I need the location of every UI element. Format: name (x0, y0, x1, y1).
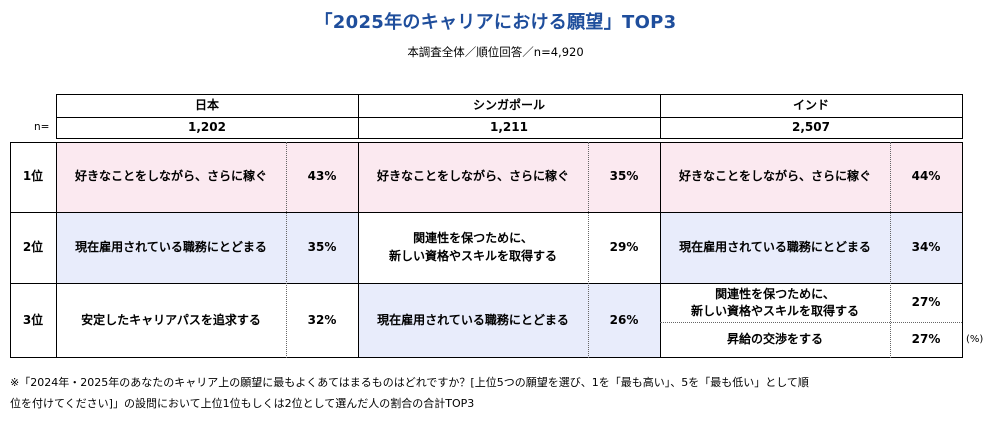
india-rank3a-item-line1: 関連性を保つために、 (715, 287, 835, 302)
footnote: ※「2024年・2025年のあなたのキャリア上の願望に最もよくあてはまるものはど… (10, 372, 985, 414)
india-rank1-pct: 44% (911, 169, 941, 184)
row-divider-2 (10, 283, 963, 284)
india-rank3b-pct: 27% (911, 332, 941, 347)
footnote-line-2: 位を付けてください]」の設問において上位1位もしくは2位として選んだ人の割合の合… (10, 397, 475, 410)
percent-unit-label: (%) (966, 334, 984, 345)
singapore-rank2-pct: 29% (609, 239, 639, 254)
country-singapore: シンガポール (472, 97, 545, 112)
row-divider-1 (10, 212, 963, 213)
page-subtitle: 本調査全体／順位回答／n=4,920 (407, 45, 584, 59)
rank-col-divider (56, 142, 57, 358)
singapore-rank1-fill (358, 142, 660, 212)
singapore-rank1-pct: 35% (609, 169, 639, 184)
singapore-rank3-item: 現在雇用されている職務にとどまる (377, 312, 569, 327)
japan-pct-divider (286, 142, 287, 358)
singapore-rank1-item: 好きなことをしながら、さらに稼ぐ (376, 169, 569, 184)
india-rank2-item: 現在雇用されている職務にとどまる (679, 239, 871, 254)
header-col-divider-2 (660, 94, 661, 139)
rank-1-label: 1位 (22, 169, 44, 184)
india-rank1-fill (660, 142, 962, 212)
japan-rank2-pct: 35% (307, 239, 337, 254)
footnote-line-1: ※「2024年・2025年のあなたのキャリア上の願望に最もよくあてはまるものはど… (10, 376, 809, 389)
header-frame (56, 94, 963, 139)
page-title: 「2025年のキャリアにおける願望」TOP3 (314, 12, 677, 33)
india-rank3a-item-line2: 新しい資格やスキルを取得する (690, 303, 859, 318)
n-singapore: 1,211 (490, 120, 528, 135)
japan-rank1-pct: 43% (307, 169, 337, 184)
header-divider (56, 117, 963, 118)
india-rank1-item: 好きなことをしながら、さらに稼ぐ (678, 169, 871, 184)
singapore-rank2-item: 関連性を保つために、 新しい資格やスキルを取得する (358, 212, 588, 283)
rank-3-label: 3位 (22, 312, 44, 327)
rank-2-label: 2位 (22, 239, 44, 254)
country-india: インド (792, 97, 829, 112)
india-rank3b-item: 昇給の交渉をする (726, 332, 823, 347)
japan-rank3-item: 安定したキャリアパスを追求する (81, 312, 261, 327)
n-label: n= (34, 121, 50, 133)
body-col-divider-1 (358, 142, 359, 358)
header-col-divider-1 (358, 94, 359, 139)
india-rank2-fill (660, 212, 962, 283)
india-rank2-pct: 34% (911, 239, 941, 254)
n-india: 2,507 (792, 120, 830, 135)
singapore-rank3-pct: 26% (609, 312, 639, 327)
india-rank3-split (660, 322, 962, 323)
n-japan: 1,202 (188, 120, 226, 135)
japan-rank2-item: 現在雇用されている職務にとどまる (75, 239, 267, 254)
japan-rank2-fill (56, 212, 358, 283)
japan-rank1-item: 好きなことをしながら、さらに稼ぐ (74, 169, 267, 184)
india-pct-divider (890, 142, 891, 358)
body-col-divider-2 (660, 142, 661, 358)
singapore-rank2-item-line1: 関連性を保つために、 (413, 231, 533, 246)
country-japan: 日本 (194, 97, 219, 112)
singapore-pct-divider (588, 142, 589, 358)
singapore-rank3-fill (358, 283, 660, 358)
singapore-rank2-item-line2: 新しい資格やスキルを取得する (388, 248, 557, 263)
body-frame (10, 142, 963, 358)
japan-rank1-fill (56, 142, 358, 212)
japan-rank3-pct: 32% (307, 312, 337, 327)
india-rank3a-pct: 27% (911, 294, 941, 309)
india-rank3a-item: 関連性を保つために、 新しい資格やスキルを取得する (660, 283, 890, 322)
